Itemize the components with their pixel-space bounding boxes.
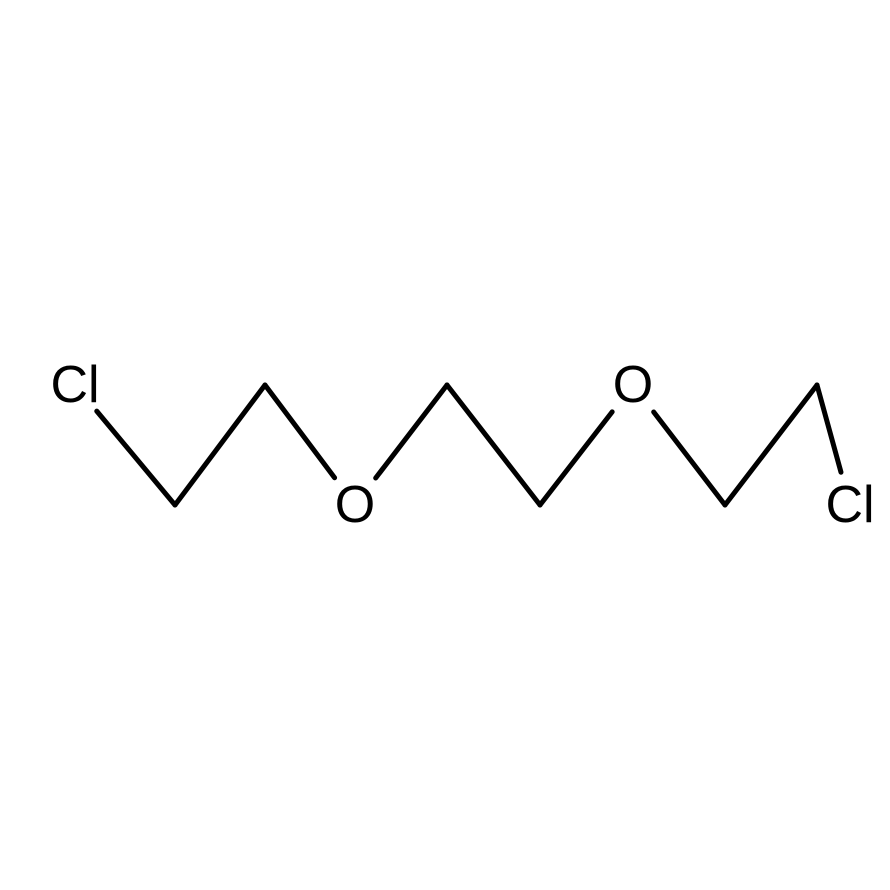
bond [97, 411, 175, 505]
bond [376, 385, 447, 478]
atom-label-o: O [335, 476, 375, 534]
bond [725, 385, 817, 505]
atom-label-o: O [613, 356, 653, 414]
bond [265, 385, 335, 478]
molecule-diagram: Cl O O Cl [0, 0, 890, 890]
bond [654, 412, 725, 505]
atom-label-cl: Cl [50, 356, 99, 414]
bond [540, 412, 612, 505]
atom-label-cl: Cl [825, 476, 874, 534]
bond [175, 385, 265, 505]
bond [447, 385, 540, 505]
bond [817, 385, 841, 472]
